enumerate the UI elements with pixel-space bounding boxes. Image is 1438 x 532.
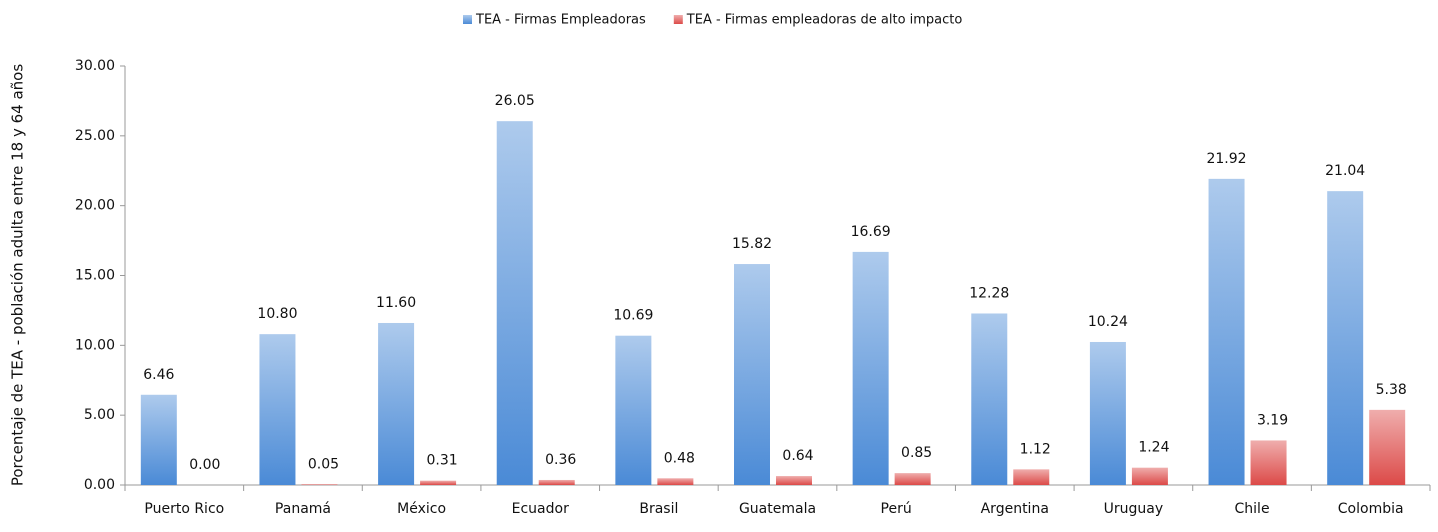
data-label: 3.19 (1257, 412, 1288, 428)
data-label: 12.28 (969, 285, 1009, 301)
bar (420, 480, 457, 485)
x-tick-label: Panamá (275, 501, 331, 517)
bar (1327, 191, 1364, 485)
data-label: 0.31 (427, 453, 458, 469)
bar (259, 334, 296, 485)
bar (1208, 178, 1245, 486)
data-label: 0.85 (901, 445, 932, 461)
y-tick-label: 25.00 (75, 128, 115, 144)
legend-swatch (673, 15, 683, 24)
data-label: 26.05 (495, 93, 535, 109)
y-tick-label: 20.00 (75, 198, 115, 214)
x-tick-label: Colombia (1338, 501, 1404, 517)
bar (657, 478, 694, 485)
y-axis-title: Porcentaje de TEA - población adulta ent… (9, 64, 27, 486)
x-tick-label: Argentina (981, 501, 1049, 517)
y-tick-label: 0.00 (84, 477, 115, 493)
bar (971, 313, 1008, 485)
x-tick-label: Brasil (639, 501, 678, 517)
data-label: 0.05 (308, 456, 339, 472)
bar (1131, 467, 1168, 485)
data-label: 15.82 (732, 236, 772, 252)
bar (1089, 341, 1126, 485)
bar (852, 251, 889, 485)
y-tick-label: 10.00 (75, 337, 115, 353)
data-label: 11.60 (376, 295, 416, 311)
data-label: 1.24 (1138, 440, 1169, 456)
legend-label: TEA - Firmas Empleadoras (475, 13, 646, 28)
data-label: 10.80 (257, 306, 297, 322)
data-label: 10.24 (1088, 314, 1128, 330)
legend-swatch (463, 15, 472, 24)
data-label: 0.64 (782, 448, 813, 464)
bar (776, 476, 812, 485)
data-label: 0.36 (545, 452, 576, 468)
bar (140, 394, 177, 485)
x-tick-label: Chile (1235, 501, 1270, 517)
bar (496, 121, 533, 485)
x-tick-label: Guatemala (739, 501, 816, 517)
bar (301, 484, 338, 485)
data-label: 1.12 (1020, 441, 1051, 457)
bar (1369, 409, 1406, 485)
bar (894, 473, 931, 485)
bar (538, 479, 575, 485)
data-label: 10.69 (613, 308, 653, 324)
legend: TEA - Firmas Empleadoras TEA - Firmas emp… (463, 13, 962, 28)
y-tick-label: 30.00 (75, 58, 115, 74)
data-label: 0.00 (189, 457, 220, 473)
data-label: 5.38 (1376, 382, 1407, 398)
legend-label: TEA - Firmas empleadoras de alto impacto (686, 13, 963, 28)
y-tick-label: 5.00 (84, 407, 115, 423)
data-label: 16.69 (851, 224, 891, 240)
x-tick-label: Ecuador (512, 501, 569, 517)
bar (1250, 440, 1287, 485)
x-tick-label: México (397, 501, 446, 517)
bar (378, 322, 415, 485)
bar (1013, 469, 1050, 485)
data-label: 21.92 (1206, 151, 1246, 167)
data-label: 0.48 (664, 450, 695, 466)
bar (734, 264, 770, 485)
y-tick-label: 15.00 (75, 268, 115, 284)
bar (615, 335, 652, 485)
data-label: 6.46 (143, 367, 174, 383)
x-tick-label: Perú (881, 501, 912, 517)
data-label: 21.04 (1325, 163, 1365, 179)
x-tick-label: Puerto Rico (144, 501, 224, 517)
x-tick-label: Uruguay (1104, 501, 1164, 517)
